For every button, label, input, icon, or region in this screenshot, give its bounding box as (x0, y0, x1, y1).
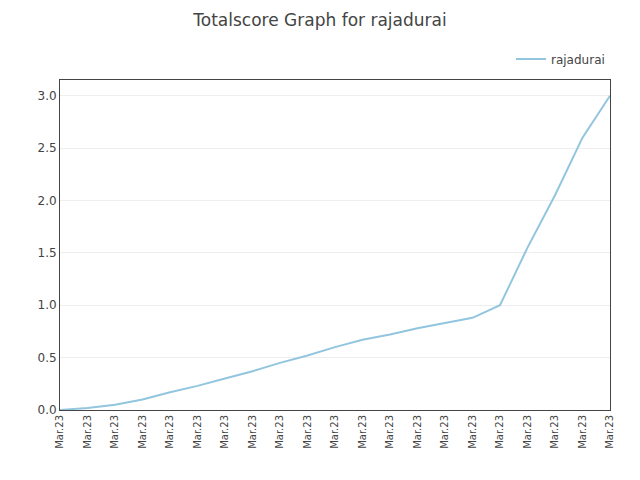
svg-text:Mar.23: Mar.23 (192, 415, 203, 449)
svg-text:Mar.23: Mar.23 (357, 415, 368, 449)
svg-text:Mar.23: Mar.23 (109, 415, 120, 449)
svg-text:Mar.23: Mar.23 (439, 415, 450, 449)
svg-text:Totalscore Graph for rajadurai: Totalscore Graph for rajadurai (192, 10, 446, 30)
svg-text:1.5: 1.5 (38, 246, 57, 260)
svg-text:Mar.23: Mar.23 (412, 415, 423, 449)
svg-text:Mar.23: Mar.23 (522, 415, 533, 449)
svg-text:2.5: 2.5 (38, 141, 57, 155)
svg-text:0.0: 0.0 (38, 403, 57, 417)
svg-text:Mar.23: Mar.23 (329, 415, 340, 449)
svg-text:1.0: 1.0 (38, 298, 57, 312)
svg-text:Mar.23: Mar.23 (302, 415, 313, 449)
svg-text:Mar.23: Mar.23 (384, 415, 395, 449)
svg-text:0.5: 0.5 (38, 351, 57, 365)
svg-text:Mar.23: Mar.23 (274, 415, 285, 449)
svg-text:Mar.23: Mar.23 (549, 415, 560, 449)
svg-text:2.0: 2.0 (38, 194, 57, 208)
svg-text:3.0: 3.0 (38, 89, 57, 103)
svg-text:Mar.23: Mar.23 (494, 415, 505, 449)
svg-text:Mar.23: Mar.23 (577, 415, 588, 449)
svg-text:Mar.23: Mar.23 (54, 415, 65, 449)
svg-text:Mar.23: Mar.23 (247, 415, 258, 449)
svg-text:Mar.23: Mar.23 (467, 415, 478, 449)
svg-text:Mar.23: Mar.23 (82, 415, 93, 449)
svg-text:Mar.23: Mar.23 (604, 415, 615, 449)
svg-text:Mar.23: Mar.23 (164, 415, 175, 449)
svg-text:Mar.23: Mar.23 (219, 415, 230, 449)
svg-text:rajadurai: rajadurai (551, 53, 605, 67)
svg-text:Mar.23: Mar.23 (137, 415, 148, 449)
